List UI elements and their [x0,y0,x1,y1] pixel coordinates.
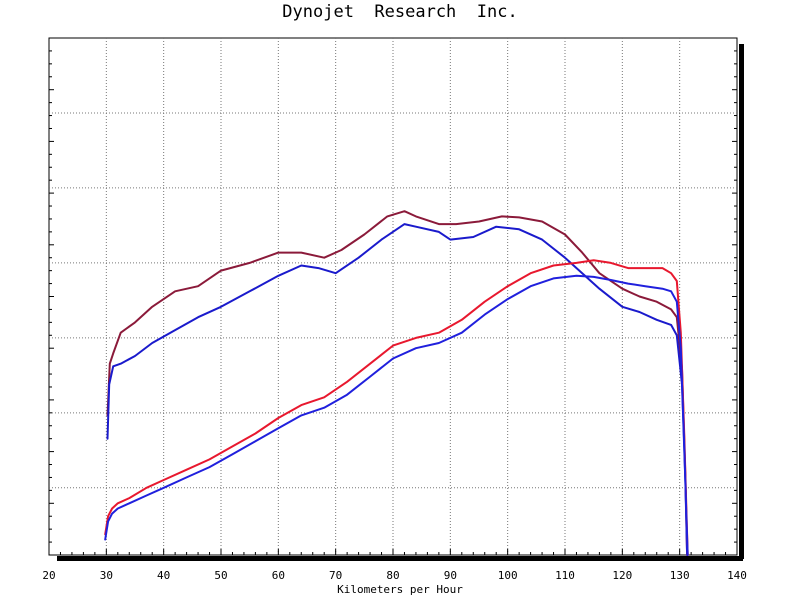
x-tick-label: 100 [498,569,518,582]
x-tick-label: 110 [555,569,575,582]
x-tick-label: 80 [386,569,399,582]
series-line-4 [104,274,689,556]
x-tick-label: 40 [157,569,170,582]
x-tick-label: 90 [444,569,457,582]
x-tick-label: 60 [272,569,285,582]
x-tick-label: 50 [214,569,227,582]
x-tick-label: 120 [612,569,632,582]
series-line-3 [104,259,689,556]
right-axis-bar [739,44,744,559]
chart-title: Dynojet Research Inc. [282,2,518,22]
x-axis-bar [57,556,743,561]
series-line-1 [106,210,689,556]
x-tick-label: 20 [42,569,55,582]
x-tick-label: 130 [670,569,690,582]
x-tick-label: 140 [727,569,747,582]
x-axis-label: Kilometers per Hour [337,583,463,596]
series-line-2 [106,223,689,556]
x-tick-label: 30 [100,569,113,582]
x-tick-label: 70 [329,569,342,582]
